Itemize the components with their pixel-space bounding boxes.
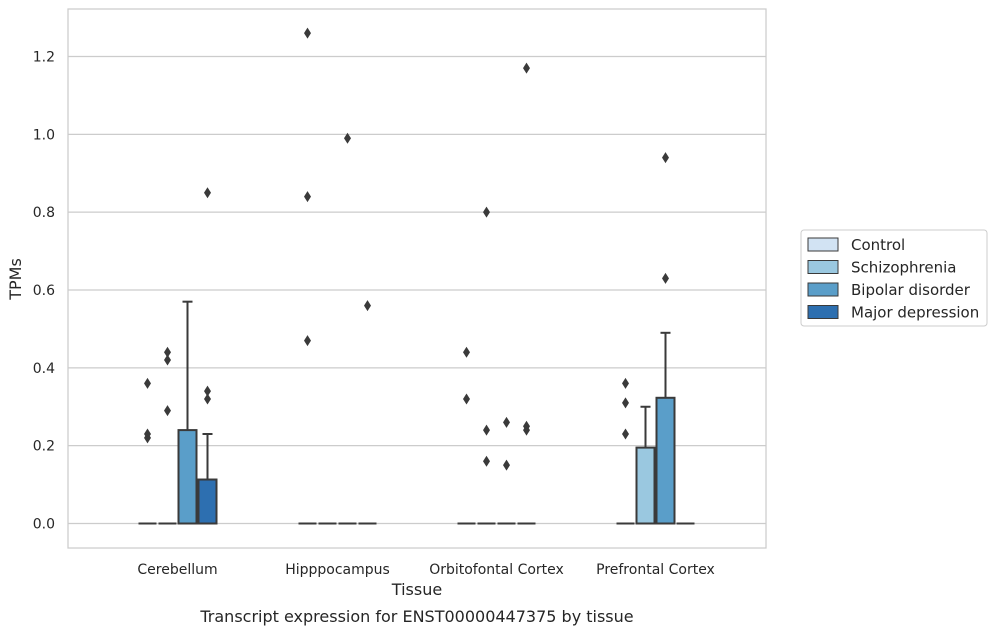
y-tick-label: 0.6	[33, 283, 55, 299]
box-body	[655, 396, 676, 525]
box-body	[177, 429, 198, 525]
box-plot-marks	[138, 300, 695, 525]
outlier-point	[304, 27, 311, 39]
legend: Control Schizophrenia Bipolar disorder Majo…	[800, 229, 988, 327]
legend-frame	[800, 229, 988, 327]
outlier-point	[364, 300, 371, 312]
box-bipolar-disorder	[177, 300, 198, 525]
y-tick-label: 1.2	[33, 49, 55, 65]
box-major-depression	[197, 432, 218, 525]
outlier-point	[523, 420, 530, 432]
x-tick-label: Hipppocampus	[285, 562, 390, 578]
y-tick-label: 0.0	[33, 517, 55, 533]
outlier-point	[144, 377, 151, 389]
outlier-point	[204, 385, 211, 397]
outlier-point	[144, 428, 151, 440]
x-axis-label: Tissue	[391, 580, 442, 599]
x-tick-label: Prefrontal Cortex	[596, 562, 715, 578]
outlier-point	[503, 459, 510, 471]
plot-frame	[67, 8, 767, 549]
outlier-point	[622, 377, 629, 389]
legend-swatch	[807, 305, 839, 319]
outlier-point	[463, 346, 470, 358]
outlier-points	[144, 27, 669, 471]
legend-label: Schizophrenia	[851, 259, 956, 277]
outlier-point	[662, 152, 669, 164]
legend-swatch	[807, 260, 839, 274]
outlier-point	[304, 191, 311, 203]
x-axis-ticks: Cerebellum Hipppocampus Orbitofontal Corte…	[137, 562, 714, 578]
outlier-point	[483, 206, 490, 218]
box-body	[635, 446, 656, 525]
chart-caption: Transcript expression for ENST0000044737…	[199, 607, 633, 626]
legend-label: Major depression	[851, 304, 979, 322]
y-tick-label: 1.0	[33, 127, 55, 143]
box-bipolar-disorder	[655, 331, 676, 525]
outlier-point	[503, 416, 510, 428]
outlier-point	[164, 354, 171, 366]
legend-swatch	[807, 282, 839, 297]
x-tick-label: Orbitofontal Cortex	[429, 562, 564, 578]
outlier-point	[344, 132, 351, 144]
legend-swatch	[807, 237, 839, 252]
outlier-point	[622, 428, 629, 440]
y-tick-label: 0.4	[33, 361, 55, 377]
y-tick-label: 0.8	[33, 205, 55, 221]
outlier-point	[523, 62, 530, 74]
y-axis-label: TPMs	[6, 258, 25, 301]
outlier-point	[662, 272, 669, 284]
outlier-point	[483, 455, 490, 467]
outlier-point	[204, 187, 211, 199]
outlier-point	[622, 397, 629, 409]
box-body	[197, 478, 218, 525]
box-schizophrenia	[635, 405, 656, 525]
outlier-point	[483, 424, 490, 436]
y-axis-ticks: 0.0 0.2 0.4 0.6 0.8 1.0 1.2	[33, 49, 55, 532]
legend-label: Bipolar disorder	[851, 281, 971, 299]
outlier-point	[304, 335, 311, 347]
y-tick-label: 0.2	[33, 439, 55, 455]
outlier-point	[164, 346, 171, 358]
outlier-point	[164, 405, 171, 417]
outlier-point	[204, 393, 211, 405]
outlier-point	[463, 393, 470, 405]
x-tick-label: Cerebellum	[137, 562, 217, 578]
legend-label: Control	[851, 236, 905, 254]
